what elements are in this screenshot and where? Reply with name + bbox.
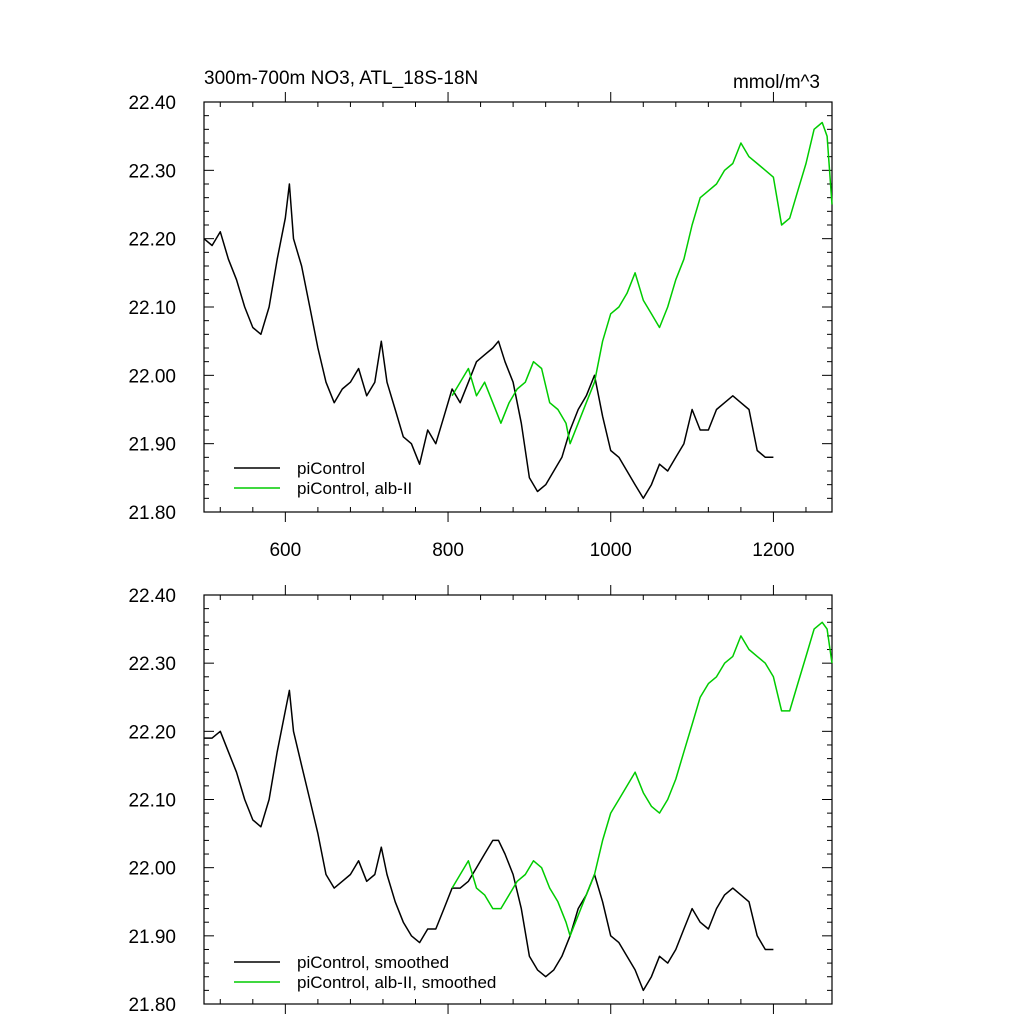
y-tick-label: 22.40	[128, 586, 176, 607]
y-tick-label: 22.30	[128, 654, 176, 675]
series-line-2	[451, 621, 833, 937]
legend-label: piControl, alb-II, smoothed	[297, 973, 496, 992]
y-tick-label: 22.10	[128, 298, 176, 319]
plot-frame	[203, 101, 833, 513]
x-tick-label: 1200	[752, 540, 794, 561]
y-tick-label: 22.00	[128, 859, 176, 880]
y-tick-label: 22.30	[128, 161, 176, 182]
y-tick-label: 22.40	[128, 93, 176, 114]
x-tick-label: 600	[269, 540, 301, 561]
units-label: mmol/m^3	[733, 72, 820, 93]
series-line-1	[204, 689, 774, 992]
top-plot-area: 21.80 21.90 22.00 22.10 22.20 22.30 22.40 600 80…	[128, 92, 833, 561]
bottom-panel: 21.80 21.90 22.00 22.10 22.20 22.30 22.40 piCon…	[128, 585, 833, 1016]
top-panel: 300m-700m NO3, ATL_18S-18N mmol/m^3 21.8…	[128, 68, 833, 561]
series-line-1	[203, 183, 774, 500]
legend-label: piControl, alb-II	[297, 479, 412, 498]
plot-frame	[203, 594, 833, 1005]
y-tick-label: 22.00	[128, 366, 176, 387]
y-tick-label: 22.20	[128, 230, 176, 251]
y-tick-label: 22.20	[128, 722, 176, 743]
y-tick-label: 21.90	[128, 927, 176, 948]
legend-label: piControl, smoothed	[297, 953, 449, 972]
series-line-2	[451, 121, 833, 445]
legend-label: piControl	[297, 459, 365, 478]
bottom-plot-area: 21.80 21.90 22.00 22.10 22.20 22.30 22.40 piCon…	[128, 585, 833, 1016]
y-tick-label: 21.80	[128, 995, 176, 1016]
y-tick-label: 21.90	[128, 435, 176, 456]
x-tick-label: 800	[432, 540, 464, 561]
y-tick-label: 22.10	[128, 791, 176, 812]
x-tick-label: 1000	[590, 540, 632, 561]
chart-title: 300m-700m NO3, ATL_18S-18N	[204, 68, 478, 89]
y-tick-label: 21.80	[128, 503, 176, 524]
